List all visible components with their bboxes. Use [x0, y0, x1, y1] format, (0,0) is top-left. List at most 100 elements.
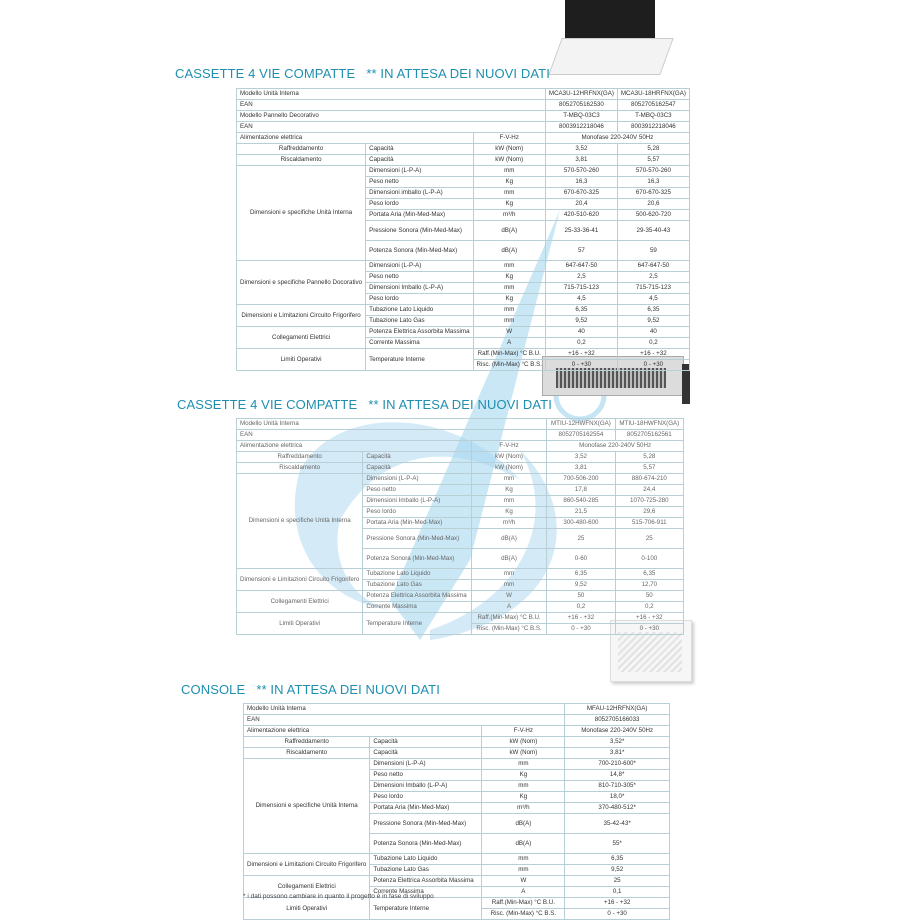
model-value: 8052705162554: [546, 429, 616, 441]
group-label: Limiti Operativi: [235, 612, 364, 635]
power-value: Monofase 220-240V 50Hz: [544, 132, 690, 144]
param-value: 40: [616, 326, 690, 338]
param-value: +16 - +32: [544, 348, 618, 360]
param-unit: mm: [470, 568, 548, 580]
table-row: Riscaldamento Capacità kW (Nom) 3,81 5,57: [235, 462, 685, 474]
param-unit: Kg: [472, 176, 546, 188]
table-row: Collegamenti Elettrici Potenza Elettrica …: [242, 875, 670, 898]
row-label: Modello Pannello Decorativo: [236, 110, 546, 122]
table-row: Raffreddamento Capacità kW (Nom) 3,52*: [242, 736, 670, 748]
param-name: Capacità: [365, 154, 474, 166]
param-name: Peso lordo: [369, 791, 483, 803]
param-name: Capacità: [369, 736, 483, 748]
param-value: 6,35: [546, 568, 616, 580]
table-row: Corrente Massima A 0,1: [244, 886, 670, 898]
param-unit: mm: [472, 304, 546, 316]
param-value: 59: [616, 240, 690, 261]
param-name: Tubazione Lato Gas: [362, 579, 472, 591]
param-name: Potenza Sonora (Min-Med-Max): [362, 548, 472, 569]
param-value: 0,2: [546, 601, 616, 613]
param-value: 25: [614, 528, 685, 549]
param-value: 3,52: [546, 451, 616, 463]
group-label: Dimensioni e specifiche Unità Interna: [235, 165, 367, 261]
table-row: Alimentazione elettrica F-V-Hz Monofase 22…: [236, 132, 690, 144]
table-row: Dimensioni e specifiche Unità Interna Dim…: [235, 473, 685, 569]
param-name: Pressione Sonora (Min-Med-Max): [369, 813, 483, 834]
param-unit: mm: [481, 853, 566, 865]
group-label: Limiti Operativi: [242, 897, 371, 920]
param-value: 0 - +30: [544, 359, 618, 371]
param-name: Tubazione Lato Liquido: [369, 853, 483, 865]
param-value: 50: [614, 590, 685, 602]
param-unit: m³/h: [472, 209, 546, 221]
param-unit: Raff.(Min-Max) °C B.U.: [472, 348, 546, 360]
param-value: 420-510-620: [544, 209, 618, 221]
param-value: 40: [544, 326, 618, 338]
table-row: Dimensioni e Limitazioni Circuito Frigor…: [235, 568, 685, 591]
table-row: Limiti Operativi Temperature Interne Raff.…: [235, 612, 685, 635]
param-value: 25: [546, 528, 616, 549]
table-row: Limiti Operativi Temperature Interne Raff.…: [235, 348, 690, 371]
param-unit: kW (Nom): [472, 154, 546, 166]
table-row: Corrente Massima A 0,2 0,2: [237, 337, 690, 349]
param-value: 3,81: [544, 154, 618, 166]
param-unit: mm: [472, 260, 546, 272]
power-value: Monofase 220-240V 50Hz: [546, 440, 684, 452]
param-value: 2,5: [616, 271, 690, 283]
param-name: Potenza Elettrica Assorbita Massima: [362, 590, 472, 602]
table-row: Potenza Sonora (Min-Med-Max) dB(A) 0-60 0-1…: [237, 548, 685, 569]
param-unit: kW (Nom): [470, 462, 548, 474]
row-label: EAN: [236, 121, 546, 133]
group-label: Dimensioni e specifiche Unità Interna: [242, 758, 371, 854]
param-value: 715-715-123: [616, 282, 690, 294]
param-name: Dimensioni Imballo (L-P-A): [369, 780, 483, 792]
param-name: Capacità: [362, 451, 472, 463]
param-value: 5,28: [616, 143, 690, 155]
table-row: Riscaldamento Capacità kW (Nom) 3,81 5,57: [235, 154, 690, 166]
cassette-unit-image: [548, 0, 674, 75]
param-value: 0-100: [614, 548, 685, 569]
table-row: Dimensioni e specifiche Unità Interna Dim…: [242, 758, 670, 854]
param-unit: mm: [472, 315, 546, 327]
param-unit: A: [470, 601, 548, 613]
param-unit: Kg: [472, 271, 546, 283]
param-name: Capacità: [369, 747, 483, 759]
table-row: Potenza Sonora (Min-Med-Max) dB(A) 55*: [244, 833, 670, 854]
param-name: Peso netto: [365, 271, 474, 283]
param-value: 570-570-260: [616, 165, 690, 177]
table-row: Dimensioni e specifiche Pannello Docorat…: [235, 260, 690, 305]
table-row: Modello Pannello Decorativo T-MBQ-03C3 T-M…: [236, 110, 690, 122]
param-unit: dB(A): [470, 528, 548, 549]
table-row: Riscaldamento Capacità kW (Nom) 3,81*: [242, 747, 670, 759]
param-value: +16 - +32: [546, 612, 616, 624]
param-unit: Kg: [472, 293, 546, 305]
table-row: EAN 8052705162554 8052705162561: [235, 429, 685, 441]
param-name: Peso netto: [365, 176, 474, 188]
param-value: 810-710-305*: [564, 780, 670, 792]
group-label: Raffreddamento: [235, 143, 367, 155]
param-unit: mm: [481, 758, 566, 770]
param-unit: Risc. (Min-Max) °C B.S.: [481, 908, 566, 920]
param-value: 9,52: [616, 315, 690, 327]
param-value: 9,52: [564, 864, 670, 876]
table-row: Alimentazione elettrica F-V-Hz Monofase 22…: [236, 440, 684, 452]
param-unit: Risc. (Min-Max) °C B.S.: [472, 359, 546, 371]
power-label: Alimentazione elettrica: [242, 725, 483, 737]
param-value: 5,28: [614, 451, 685, 463]
model-value: 8052705162561: [614, 429, 685, 441]
param-name: Dimensioni (L-P-A): [369, 758, 483, 770]
table-row: Dimensioni e specifiche Unità Interna Dim…: [235, 165, 690, 261]
table-row: Peso lordo Kg 18,0*: [244, 791, 670, 803]
param-value: 5,57: [616, 154, 690, 166]
model-value: MTIU-12HWFNX(GA): [546, 418, 616, 430]
row-label: EAN: [235, 429, 548, 441]
param-name: Peso lordo: [365, 198, 474, 210]
param-value: 647-647-50: [616, 260, 690, 272]
param-unit: Kg: [472, 198, 546, 210]
param-unit: mm: [481, 780, 566, 792]
group-label: Dimensioni e Limitazioni Circuito Frigor…: [235, 304, 367, 327]
param-unit: dB(A): [472, 220, 546, 241]
param-value: 715-715-123: [544, 282, 618, 294]
section-title-cassette-2: CASSETTE 4 VIE COMPATTE ** IN ATTESA DEI…: [177, 397, 552, 412]
param-value: 0 - +30: [546, 623, 616, 635]
